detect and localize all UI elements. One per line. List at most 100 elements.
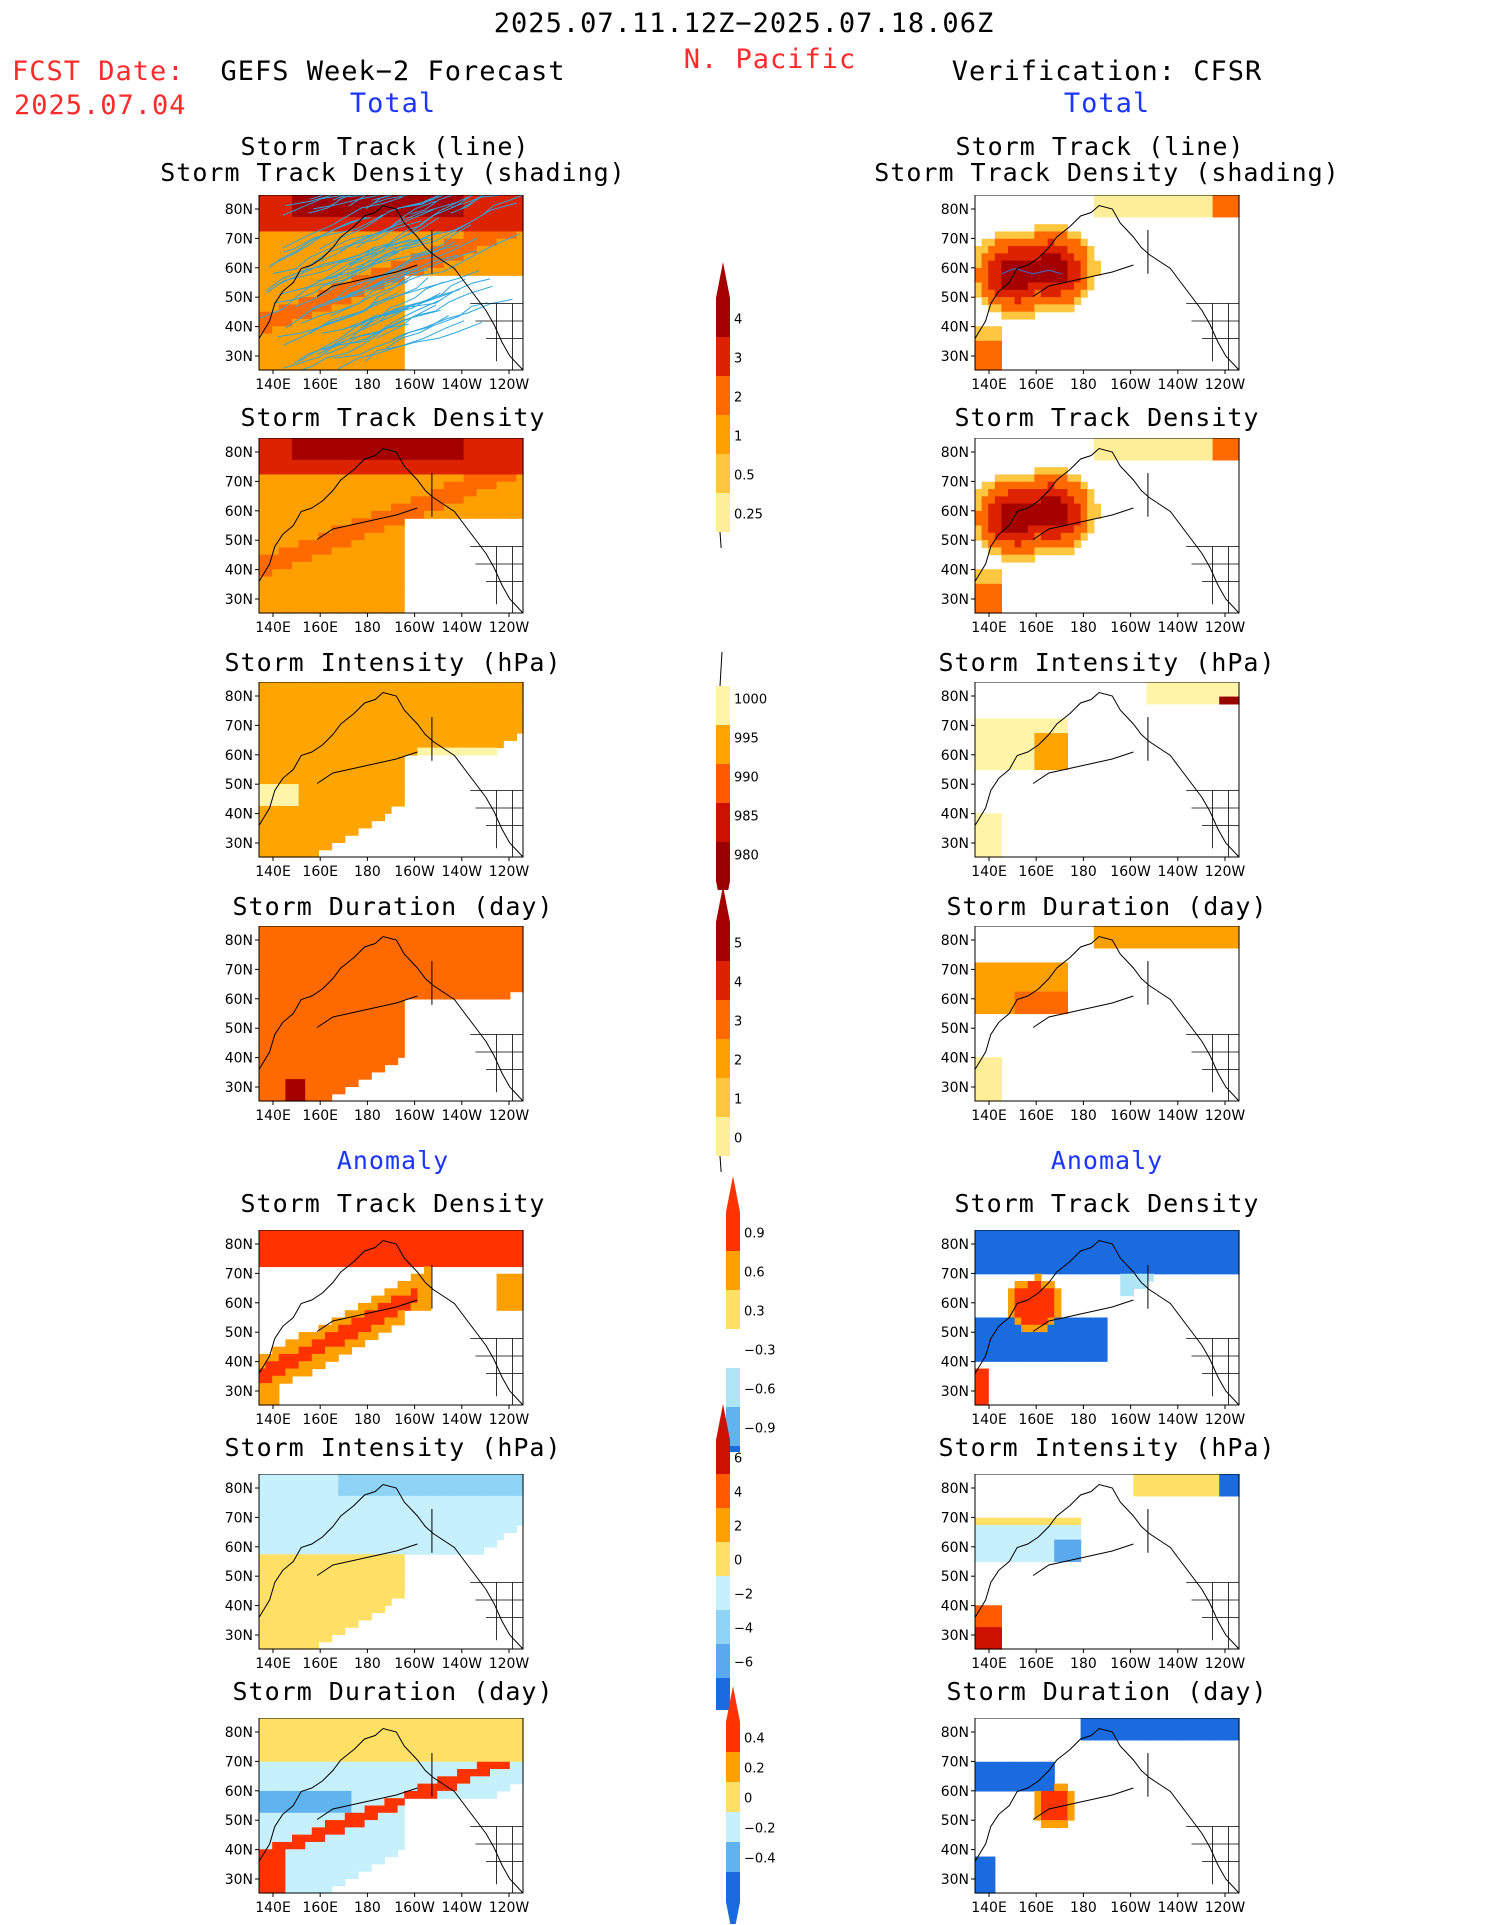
map-cell (338, 275, 346, 284)
map-cell (1173, 696, 1181, 705)
map-cell (397, 1042, 405, 1051)
map-cell (325, 231, 333, 240)
map-cell (384, 326, 392, 335)
map-cell (384, 605, 392, 614)
map-cell (331, 776, 339, 785)
map-cell (397, 540, 405, 548)
map-cell (437, 260, 445, 269)
map-cell (259, 452, 267, 461)
map-cell (1140, 1244, 1148, 1253)
map-cell (1146, 1259, 1154, 1268)
map-cell (490, 977, 498, 985)
map-cell (1199, 689, 1207, 698)
map-cell (410, 689, 418, 698)
aleutian-islands (316, 1299, 418, 1332)
map-cell (325, 1332, 333, 1340)
map-cell (298, 711, 306, 720)
map-cell (397, 304, 405, 313)
map-cell (463, 696, 471, 705)
map-cell (377, 696, 385, 705)
map-cell (285, 467, 293, 476)
map-cell (259, 1028, 267, 1036)
map-cell (1027, 231, 1035, 240)
map-cell (509, 510, 517, 519)
map-cell (404, 1230, 412, 1238)
map-cell (344, 503, 352, 512)
map-cell (272, 1028, 280, 1036)
map-cell (975, 489, 983, 497)
map-cell (424, 1251, 432, 1260)
map-cell (457, 1230, 465, 1238)
map-cell (1034, 540, 1042, 548)
map-cell (410, 1295, 418, 1304)
map-cell (463, 682, 471, 690)
map-cell (1100, 1266, 1108, 1275)
map-cell (259, 1474, 267, 1482)
map-cell (397, 202, 405, 211)
map-cell (311, 947, 319, 956)
map-cell (338, 1339, 346, 1348)
map-cell (272, 1057, 280, 1066)
map-cell (1074, 1317, 1082, 1326)
map-cell (1146, 452, 1154, 461)
map-cell (384, 591, 392, 600)
map-cell (298, 769, 306, 778)
map-cell (1034, 467, 1042, 476)
map-cell (1001, 740, 1009, 749)
map-cell (292, 561, 300, 570)
map-cell (988, 362, 996, 371)
map-cell (285, 849, 293, 858)
map-cell (371, 532, 379, 541)
map-cell (516, 1244, 524, 1253)
map-cell (298, 496, 306, 505)
map-cell (364, 955, 372, 964)
map-cell (371, 224, 379, 233)
map-cell (975, 1251, 983, 1260)
map-cell (397, 554, 405, 563)
map-cell (272, 525, 280, 534)
map-cell (351, 260, 359, 269)
map-cell (516, 246, 524, 254)
map-cell (338, 253, 346, 262)
map-cell (311, 969, 319, 978)
map-cell (397, 209, 405, 218)
map-cell (305, 216, 313, 225)
map-cell (483, 209, 491, 218)
map-cell (305, 202, 313, 211)
map-cell (344, 791, 352, 800)
map-cell (1054, 489, 1062, 497)
y-tick-label: 40N (941, 1355, 969, 1371)
map-cell (443, 711, 451, 720)
map-cell (285, 503, 293, 512)
map-cell (298, 438, 306, 446)
map-cell (509, 1230, 517, 1238)
map-cell (331, 525, 339, 534)
map-cell (265, 1383, 273, 1392)
map-cell (1126, 1251, 1134, 1260)
map-cell (278, 489, 286, 497)
map-cell (404, 503, 412, 512)
map-cell (397, 1474, 405, 1482)
map-cell (470, 195, 478, 203)
map-cell (1219, 682, 1227, 690)
map-cell (1047, 1339, 1055, 1348)
map-cell (476, 238, 484, 247)
map-cell (265, 503, 273, 512)
map-cell (265, 1503, 273, 1512)
map-cell (331, 540, 339, 548)
map-cell (1001, 1244, 1009, 1253)
map-cell (338, 1244, 346, 1253)
map-cell (410, 481, 418, 490)
map-cell (1225, 1259, 1233, 1268)
map-cell (994, 969, 1002, 978)
map-cell (994, 962, 1002, 971)
map-cell (278, 496, 286, 505)
map-cell (404, 510, 412, 519)
map-cell (424, 1474, 432, 1482)
map-cell (1074, 282, 1082, 291)
map-cell (417, 209, 425, 218)
map-cell (1060, 747, 1068, 756)
map-cell (338, 1079, 346, 1088)
map-cell (981, 718, 989, 727)
map-cell (305, 740, 313, 749)
